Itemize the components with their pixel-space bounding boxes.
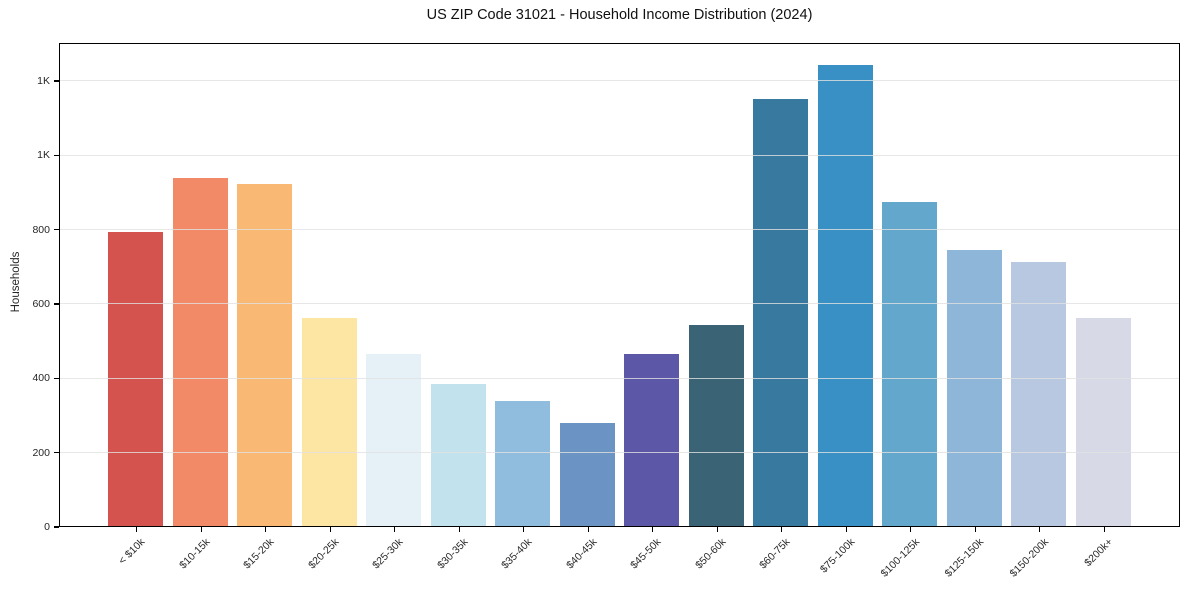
x-tick-label: $15-20k (241, 536, 277, 572)
x-tick-mark (910, 527, 912, 532)
bar (882, 202, 938, 526)
x-tick-label: $20-25k (305, 536, 342, 572)
bar (946, 249, 1002, 526)
y-tick-mark (54, 303, 59, 305)
x-tick-label: $60-75k (757, 536, 793, 572)
x-tick-mark (265, 527, 267, 532)
y-tick-mark (54, 526, 59, 528)
y-tick-mark (54, 377, 59, 379)
x-tick-mark (974, 527, 976, 532)
y-tick-label: 1K (37, 74, 50, 87)
y-tick-label: 800 (32, 223, 50, 236)
y-tick-mark (54, 229, 59, 231)
x-tick-label: $50-60k (692, 536, 729, 572)
bar (172, 178, 228, 526)
bar (366, 354, 422, 526)
bar (817, 65, 873, 526)
bar (753, 99, 809, 526)
x-tick-label: $125-150k (942, 536, 987, 580)
x-tick-label: $45-50k (628, 536, 664, 572)
x-tick-mark (716, 527, 718, 532)
x-tick-mark (458, 527, 460, 532)
plot-area (59, 43, 1180, 527)
y-tick-mark (54, 154, 59, 156)
y-tick-mark (54, 80, 59, 82)
x-tick-mark (329, 527, 331, 532)
x-tick-label: < $10k (116, 536, 148, 567)
gridline (60, 303, 1179, 305)
bar (559, 422, 615, 526)
y-tick-label: 0 (44, 521, 50, 533)
gridline (60, 154, 1179, 156)
bar (430, 384, 486, 526)
gridline (60, 229, 1179, 231)
x-tick-label: $25-30k (370, 536, 406, 572)
x-tick-mark (200, 527, 202, 532)
bar (301, 317, 357, 526)
x-tick-label: $35-40k (499, 536, 535, 572)
y-tick-label: 200 (32, 446, 50, 459)
x-tick-mark (136, 527, 138, 532)
x-tick-mark (781, 527, 783, 532)
x-tick-mark (845, 527, 847, 532)
gridline (60, 80, 1179, 82)
y-tick-mark (54, 452, 59, 454)
x-tick-label: $30-35k (434, 536, 471, 572)
x-tick-label: $40-45k (563, 536, 600, 572)
y-tick-label: 600 (32, 297, 50, 310)
x-tick-mark (652, 527, 654, 532)
chart-title: US ZIP Code 31021 - Household Income Dis… (426, 7, 813, 23)
bar (108, 232, 164, 526)
bar (624, 354, 680, 526)
gridline (60, 377, 1179, 379)
bar (1075, 317, 1131, 526)
x-tick-mark (523, 527, 525, 532)
x-tick-mark (587, 527, 589, 532)
x-tick-label: $150-200k (1007, 536, 1051, 580)
gridline (60, 452, 1179, 454)
y-tick-label: 1K (37, 149, 50, 162)
bar (1011, 261, 1067, 526)
bar (495, 401, 551, 526)
x-tick-label: $10-15k (176, 536, 213, 572)
bar (237, 184, 293, 526)
x-tick-mark (394, 527, 396, 532)
x-tick-label: $100-125k (878, 536, 922, 580)
bar (688, 324, 744, 526)
x-tick-label: $75-100k (817, 536, 858, 576)
y-tick-label: 400 (32, 372, 50, 385)
x-tick-label: $200k+ (1082, 536, 1116, 570)
x-tick-mark (1103, 527, 1105, 532)
x-tick-mark (1039, 527, 1041, 532)
